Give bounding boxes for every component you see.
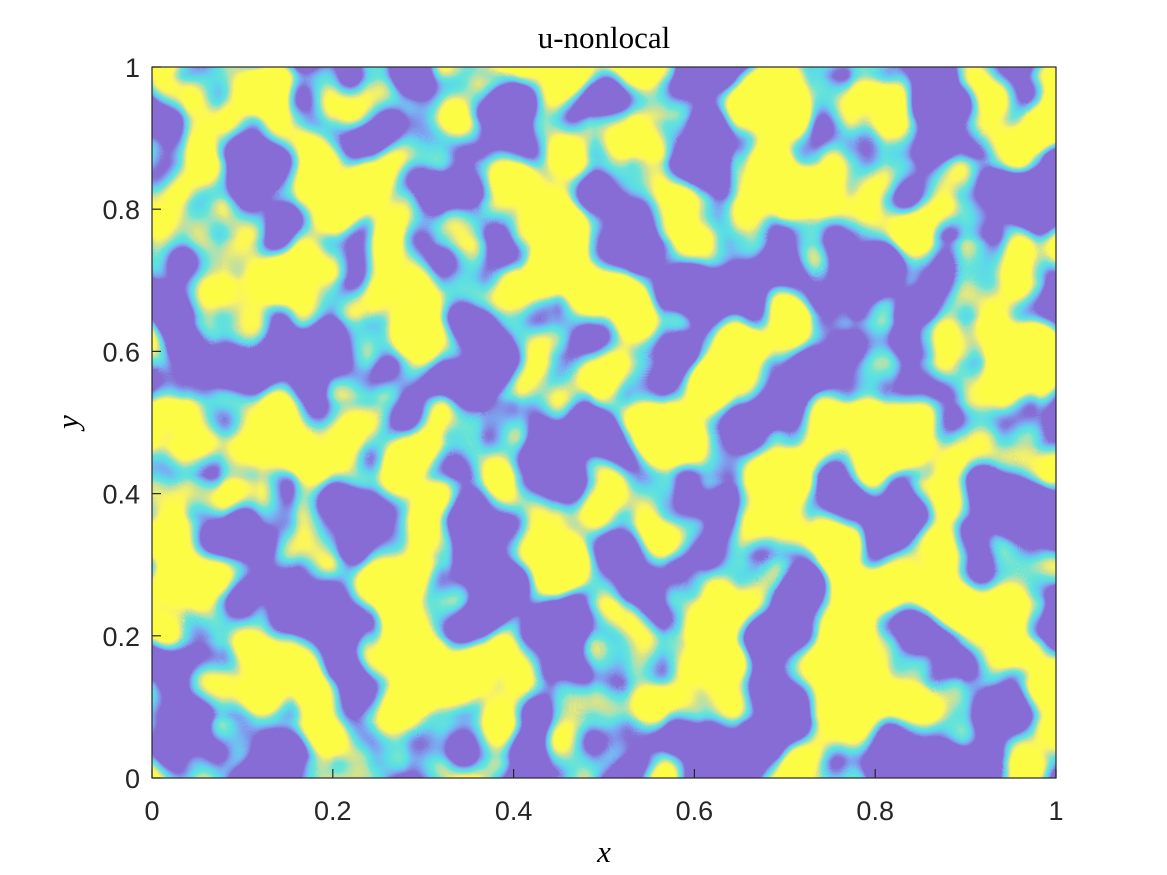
x-tick-label: 1 [1048,796,1063,826]
x-tick-label: 0.2 [314,796,352,826]
x-tick-label: 0.6 [676,796,714,826]
y-axis-label: y [50,415,85,432]
y-tick-label: 0.8 [102,195,140,225]
x-tick-label: 0 [144,796,159,826]
x-tick-label: 0.4 [495,796,533,826]
y-tick-label: 0.6 [102,337,140,367]
y-tick-label: 1 [125,53,140,83]
field-image [152,67,1056,778]
y-tick-label: 0.4 [102,480,140,510]
axes-box [151,66,1057,779]
x-tick-label: 0.8 [856,796,894,826]
chart-title: u-nonlocal [538,20,671,55]
x-axis-label: x [596,834,611,869]
y-tick-label: 0.2 [102,622,140,652]
plot-area [152,67,1056,778]
y-tick-label: 0 [125,764,140,794]
